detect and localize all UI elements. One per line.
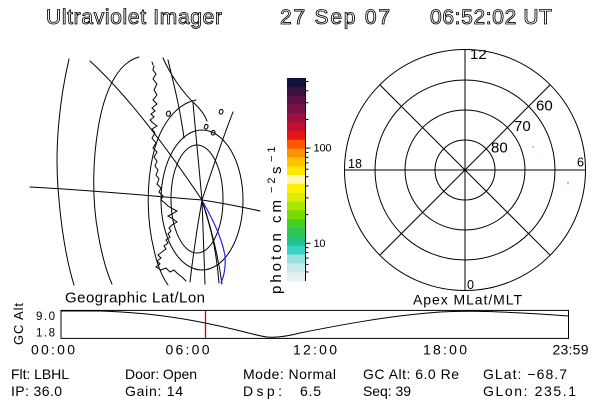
svg-text:12: 12	[470, 46, 487, 63]
svg-text:Mode: Normal: Mode: Normal	[243, 366, 336, 382]
svg-text:Geographic Lat/Lon: Geographic Lat/Lon	[65, 290, 205, 307]
svg-text:10: 10	[314, 238, 326, 250]
svg-text:0: 0	[467, 278, 474, 292]
svg-text:06:52:02 UT: 06:52:02 UT	[430, 6, 552, 29]
svg-text:18: 18	[348, 157, 362, 171]
svg-text:18:00: 18:00	[423, 342, 467, 358]
svg-text:06:00: 06:00	[166, 342, 210, 358]
svg-text:Door: Open: Door: Open	[125, 366, 197, 382]
svg-text:GLon: 235.1: GLon: 235.1	[483, 383, 576, 399]
svg-text:70: 70	[514, 118, 531, 135]
svg-text:60: 60	[536, 97, 553, 114]
svg-text:GC Alt: GC Alt	[11, 303, 26, 345]
svg-text:27 Sep 07: 27 Sep 07	[280, 6, 390, 29]
svg-text:photon cm: photon cm	[268, 197, 285, 294]
svg-text:GC Alt: 6.0 Re: GC Alt: 6.0 Re	[363, 366, 459, 382]
svg-text:1.8: 1.8	[36, 328, 55, 340]
svg-text:−1: −1	[266, 143, 278, 162]
svg-text:Gain: 14: Gain: 14	[125, 383, 183, 399]
svg-text:9.0: 9.0	[36, 311, 55, 323]
svg-text:GLat: −68.7: GLat: −68.7	[483, 366, 567, 382]
svg-text:Ultraviolet Imager: Ultraviolet Imager	[46, 6, 222, 29]
svg-text:−2: −2	[266, 174, 278, 193]
svg-text:23:59: 23:59	[553, 342, 589, 358]
svg-text:IP: 36.0: IP: 36.0	[11, 383, 62, 399]
svg-text:Flt: LBHL: Flt: LBHL	[11, 366, 69, 382]
svg-text:00:00: 00:00	[31, 342, 75, 358]
svg-text:6: 6	[577, 156, 584, 170]
svg-text:Dsp:: Dsp:	[243, 383, 282, 399]
svg-text:12:00: 12:00	[293, 342, 337, 358]
svg-text:80: 80	[491, 140, 508, 157]
svg-text:Seq: 39: Seq: 39	[363, 383, 411, 399]
svg-text:Apex MLat/MLT: Apex MLat/MLT	[413, 291, 522, 307]
svg-text:s: s	[268, 167, 285, 175]
svg-text:6.5: 6.5	[300, 383, 321, 399]
svg-text:100: 100	[314, 143, 332, 155]
